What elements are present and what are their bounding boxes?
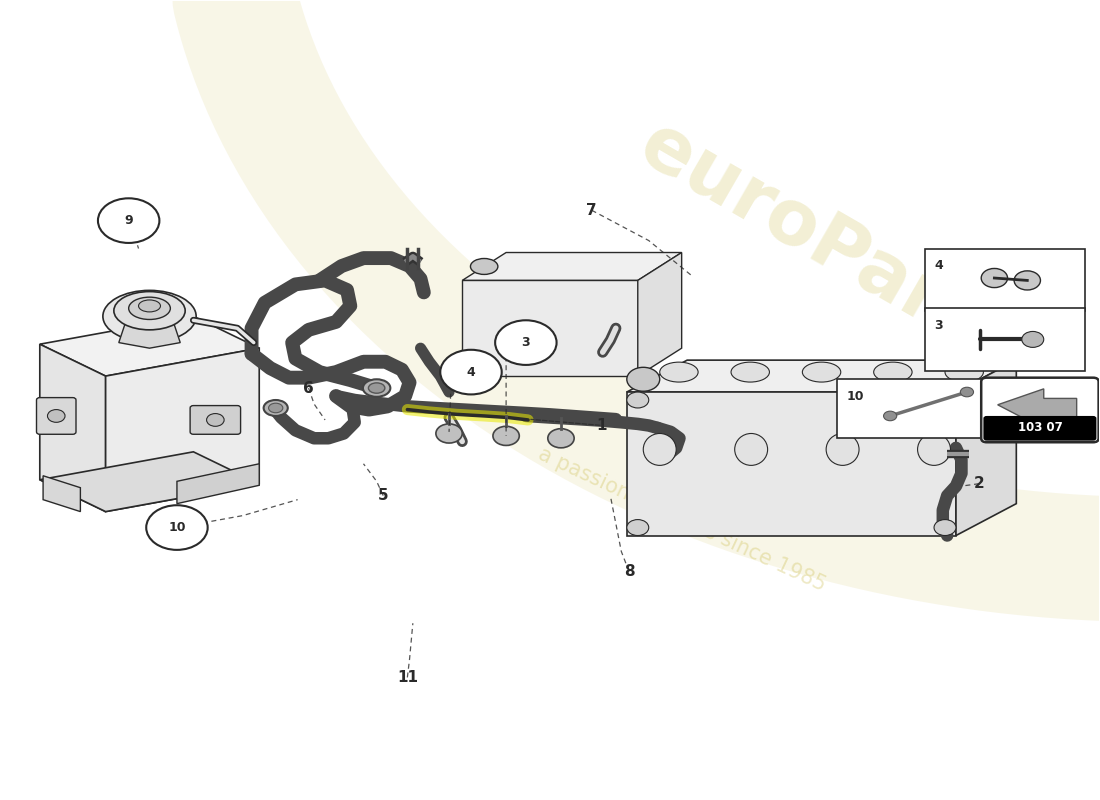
Circle shape — [1022, 331, 1044, 347]
Circle shape — [440, 350, 502, 394]
Ellipse shape — [826, 434, 859, 466]
Circle shape — [883, 411, 896, 421]
FancyBboxPatch shape — [837, 379, 987, 438]
Circle shape — [981, 269, 1008, 287]
Ellipse shape — [660, 362, 698, 382]
Ellipse shape — [802, 362, 840, 382]
Polygon shape — [40, 316, 260, 376]
Circle shape — [627, 519, 649, 535]
Text: a passion for parts since 1985: a passion for parts since 1985 — [535, 444, 828, 595]
Text: 8: 8 — [624, 564, 635, 579]
Text: 3: 3 — [934, 318, 943, 332]
Circle shape — [207, 414, 224, 426]
Circle shape — [47, 410, 65, 422]
Ellipse shape — [268, 403, 283, 413]
Text: 9: 9 — [124, 214, 133, 227]
Circle shape — [627, 392, 649, 408]
FancyBboxPatch shape — [925, 249, 1086, 310]
Circle shape — [146, 506, 208, 550]
Polygon shape — [956, 360, 1016, 535]
Text: 3: 3 — [521, 336, 530, 349]
Circle shape — [495, 320, 557, 365]
Circle shape — [960, 387, 974, 397]
Polygon shape — [462, 281, 638, 376]
Polygon shape — [998, 389, 1077, 429]
Ellipse shape — [917, 434, 950, 466]
Circle shape — [98, 198, 160, 243]
Circle shape — [436, 424, 462, 443]
Ellipse shape — [873, 362, 912, 382]
Ellipse shape — [368, 383, 385, 394]
Polygon shape — [106, 348, 260, 512]
Ellipse shape — [945, 362, 983, 382]
Polygon shape — [627, 392, 956, 535]
Text: 1: 1 — [596, 418, 607, 433]
Text: 103 07: 103 07 — [1018, 422, 1063, 434]
Ellipse shape — [139, 300, 161, 312]
Ellipse shape — [732, 362, 769, 382]
Circle shape — [934, 392, 956, 408]
FancyBboxPatch shape — [983, 416, 1097, 441]
Text: 10: 10 — [846, 390, 864, 402]
Ellipse shape — [129, 297, 170, 319]
Ellipse shape — [114, 291, 185, 330]
Ellipse shape — [264, 400, 288, 416]
Ellipse shape — [471, 258, 498, 274]
FancyBboxPatch shape — [36, 398, 76, 434]
Polygon shape — [40, 344, 106, 512]
Text: 6: 6 — [304, 381, 313, 395]
Text: 11: 11 — [397, 670, 418, 685]
Text: 10: 10 — [168, 521, 186, 534]
Circle shape — [493, 426, 519, 446]
Ellipse shape — [363, 379, 390, 397]
Text: 2: 2 — [974, 476, 984, 491]
Ellipse shape — [103, 290, 196, 342]
Text: euroPar: euroPar — [626, 108, 957, 342]
Polygon shape — [40, 452, 260, 512]
Polygon shape — [638, 253, 682, 376]
Circle shape — [1014, 271, 1041, 290]
Polygon shape — [462, 253, 682, 281]
Polygon shape — [627, 360, 1016, 392]
Circle shape — [934, 519, 956, 535]
Text: 4: 4 — [934, 259, 943, 272]
Text: 7: 7 — [586, 202, 597, 218]
Polygon shape — [119, 316, 180, 348]
Polygon shape — [177, 464, 260, 504]
FancyBboxPatch shape — [981, 378, 1099, 442]
Ellipse shape — [644, 434, 676, 466]
Ellipse shape — [735, 434, 768, 466]
Circle shape — [627, 367, 660, 391]
FancyBboxPatch shape — [190, 406, 241, 434]
Polygon shape — [43, 476, 80, 512]
Circle shape — [548, 429, 574, 448]
FancyBboxPatch shape — [925, 308, 1086, 370]
Text: 5: 5 — [378, 488, 388, 503]
Text: 4: 4 — [466, 366, 475, 378]
